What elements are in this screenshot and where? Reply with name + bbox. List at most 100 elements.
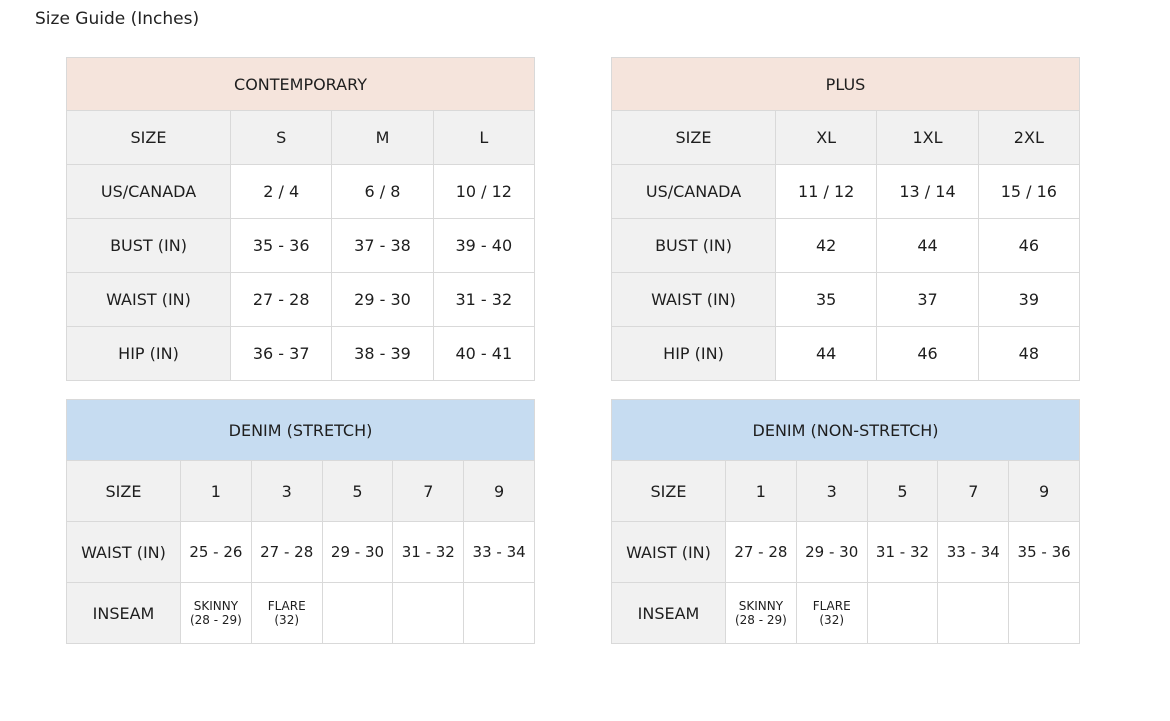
row-label: HIP (IN) [66, 326, 231, 381]
table-row: SIZE XL 1XL 2XL [611, 110, 1081, 165]
table-cell: 6 / 8 [331, 164, 434, 219]
table-cell: SKINNY (28 - 29) [180, 582, 252, 644]
table-heading-row: DENIM (NON-STRETCH) [610, 399, 1081, 461]
table-cell: 35 - 36 [229, 218, 333, 273]
table-cell: 27 - 28 [229, 272, 333, 327]
table-cell: 46 [977, 218, 1081, 273]
table-cell: 2 / 4 [229, 164, 333, 219]
table-row: WAIST (IN) 27 - 28 29 - 30 31 - 32 [66, 272, 536, 327]
table-cell: 31 - 32 [432, 272, 536, 327]
table-cell: 9 [463, 460, 536, 522]
table-cell: 1 [725, 460, 797, 522]
table-cell: S [229, 110, 333, 165]
table-cell: 35 [774, 272, 878, 327]
row-label: WAIST (IN) [611, 521, 726, 583]
table-row: BUST (IN) 35 - 36 37 - 38 39 - 40 [66, 218, 536, 273]
table-cell [463, 582, 536, 644]
table-row: WAIST (IN) 27 - 28 29 - 30 31 - 32 33 - 34 35… [611, 521, 1081, 583]
table-heading: CONTEMPORARY [66, 57, 535, 111]
table-cell [321, 582, 394, 644]
table-cell: FLARE (32) [795, 582, 868, 644]
table-cell: 31 - 32 [392, 521, 465, 583]
table-cell: 29 - 30 [331, 272, 434, 327]
table-cell [866, 582, 939, 644]
row-label: WAIST (IN) [66, 521, 181, 583]
table-heading-row: CONTEMPORARY [66, 57, 535, 111]
table-row: HIP (IN) 36 - 37 38 - 39 40 - 41 [66, 326, 536, 381]
table-cell: XL [774, 110, 878, 165]
table-cell: 39 [977, 272, 1081, 327]
table-cell: 44 [876, 218, 979, 273]
row-label: WAIST (IN) [611, 272, 776, 327]
table-row: US/CANADA 11 / 12 13 / 14 15 / 16 [611, 164, 1081, 219]
table-cell: 1 [180, 460, 252, 522]
table-cell: 3 [250, 460, 323, 522]
row-label: SIZE [66, 110, 231, 165]
table-cell: 33 - 34 [937, 521, 1010, 583]
table-cell: 35 - 36 [1008, 521, 1081, 583]
denim-stretch-size-table: DENIM (STRETCH) SIZE 1 3 5 7 9 WAIST (IN) 25 - 2… [65, 399, 536, 644]
table-cell: 37 [876, 272, 979, 327]
table-row: INSEAM SKINNY (28 - 29) FLARE (32) [611, 582, 1081, 644]
table-cell: 7 [937, 460, 1010, 522]
row-label: INSEAM [611, 582, 726, 644]
table-cell: M [331, 110, 434, 165]
table-cell: 25 - 26 [180, 521, 252, 583]
row-label: BUST (IN) [66, 218, 231, 273]
table-cell: SKINNY (28 - 29) [725, 582, 797, 644]
page-title: Size Guide (Inches) [35, 9, 200, 29]
table-cell: 5 [321, 460, 394, 522]
table-cell: FLARE (32) [250, 582, 323, 644]
row-label: SIZE [611, 110, 776, 165]
table-cell: 38 - 39 [331, 326, 434, 381]
table-cell [1008, 582, 1081, 644]
table-cell: 3 [795, 460, 868, 522]
table-cell: 7 [392, 460, 465, 522]
table-cell: 1XL [876, 110, 979, 165]
table-cell: 29 - 30 [795, 521, 868, 583]
table-cell: 42 [774, 218, 878, 273]
table-cell: 36 - 37 [229, 326, 333, 381]
table-cell: 10 / 12 [432, 164, 536, 219]
row-label: SIZE [66, 460, 181, 522]
table-cell [937, 582, 1010, 644]
table-cell: 27 - 28 [250, 521, 323, 583]
table-cell: 9 [1008, 460, 1081, 522]
table-cell [392, 582, 465, 644]
table-row: SIZE 1 3 5 7 9 [611, 460, 1081, 522]
table-cell: 44 [774, 326, 878, 381]
row-label: US/CANADA [611, 164, 776, 219]
table-row: HIP (IN) 44 46 48 [611, 326, 1081, 381]
table-heading-row: DENIM (STRETCH) [65, 399, 536, 461]
table-cell: 46 [876, 326, 979, 381]
table-row: SIZE S M L [66, 110, 536, 165]
table-cell: 37 - 38 [331, 218, 434, 273]
table-row: BUST (IN) 42 44 46 [611, 218, 1081, 273]
table-row: WAIST (IN) 25 - 26 27 - 28 29 - 30 31 - 32 33… [66, 521, 536, 583]
table-cell: 2XL [977, 110, 1081, 165]
plus-size-table: PLUS SIZE XL 1XL 2XL US/CANADA 11 / 12 13 / 14 1… [611, 57, 1081, 381]
table-cell: 33 - 34 [463, 521, 536, 583]
row-label: SIZE [611, 460, 726, 522]
table-cell: 40 - 41 [432, 326, 536, 381]
table-heading: DENIM (STRETCH) [65, 399, 536, 461]
denim-non-stretch-size-table: DENIM (NON-STRETCH) SIZE 1 3 5 7 9 WAIST (IN) 27… [610, 399, 1081, 644]
table-cell: 39 - 40 [432, 218, 536, 273]
table-cell: 15 / 16 [977, 164, 1081, 219]
table-cell: 29 - 30 [321, 521, 394, 583]
row-label: BUST (IN) [611, 218, 776, 273]
table-row: WAIST (IN) 35 37 39 [611, 272, 1081, 327]
table-cell: 31 - 32 [866, 521, 939, 583]
table-cell: 11 / 12 [774, 164, 878, 219]
row-label: HIP (IN) [611, 326, 776, 381]
table-heading-row: PLUS [611, 57, 1080, 111]
row-label: WAIST (IN) [66, 272, 231, 327]
table-cell: L [432, 110, 536, 165]
table-cell: 13 / 14 [876, 164, 979, 219]
table-row: SIZE 1 3 5 7 9 [66, 460, 536, 522]
table-heading: PLUS [611, 57, 1080, 111]
table-cell: 48 [977, 326, 1081, 381]
table-cell: 27 - 28 [725, 521, 797, 583]
table-cell: 5 [866, 460, 939, 522]
